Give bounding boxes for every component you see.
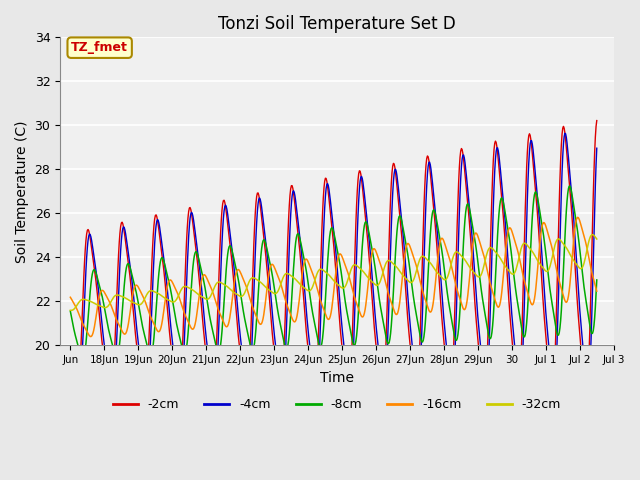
- -4cm: [561, 131, 569, 136]
- -2cm: [73, 397, 81, 403]
- Y-axis label: Soil Temperature (C): Soil Temperature (C): [15, 120, 29, 263]
- Title: Tonzi Soil Temperature Set D: Tonzi Soil Temperature Set D: [218, 15, 456, 33]
- -32cm: [312, 276, 319, 281]
- Line: -2cm: -2cm: [70, 120, 596, 400]
- -2cm: [458, 145, 465, 151]
- -8cm: [566, 183, 573, 189]
- X-axis label: Time: Time: [320, 371, 354, 384]
- -8cm: [67, 308, 74, 314]
- Line: -32cm: -32cm: [70, 235, 596, 311]
- -8cm: [141, 333, 148, 339]
- -16cm: [292, 318, 300, 324]
- -16cm: [312, 279, 319, 285]
- Line: -4cm: -4cm: [70, 133, 596, 395]
- -2cm: [292, 208, 300, 214]
- -2cm: [68, 375, 76, 381]
- Text: TZ_fmet: TZ_fmet: [71, 41, 128, 54]
- -4cm: [458, 164, 465, 169]
- -32cm: [458, 253, 465, 259]
- Legend: -2cm, -4cm, -8cm, -16cm, -32cm: -2cm, -4cm, -8cm, -16cm, -32cm: [108, 393, 566, 416]
- -4cm: [74, 392, 82, 398]
- -8cm: [68, 320, 76, 325]
- -32cm: [67, 307, 74, 313]
- -16cm: [87, 334, 95, 339]
- -2cm: [312, 390, 319, 396]
- -32cm: [141, 296, 148, 301]
- -4cm: [292, 198, 300, 204]
- -32cm: [69, 307, 77, 312]
- -16cm: [141, 298, 148, 303]
- -16cm: [574, 215, 582, 220]
- -2cm: [67, 360, 74, 365]
- -32cm: [593, 236, 600, 242]
- -16cm: [458, 301, 465, 307]
- -2cm: [141, 396, 148, 402]
- Line: -16cm: -16cm: [70, 217, 596, 336]
- -32cm: [292, 276, 300, 282]
- -16cm: [445, 253, 452, 259]
- -8cm: [593, 277, 600, 283]
- -16cm: [593, 288, 600, 294]
- -4cm: [68, 360, 76, 366]
- Line: -8cm: -8cm: [70, 186, 596, 359]
- -32cm: [589, 232, 596, 238]
- -4cm: [593, 145, 600, 151]
- -4cm: [67, 345, 74, 350]
- -2cm: [445, 388, 452, 394]
- -16cm: [68, 298, 76, 304]
- -4cm: [141, 387, 148, 393]
- -8cm: [458, 279, 465, 285]
- -32cm: [67, 308, 75, 313]
- -32cm: [445, 271, 452, 276]
- -4cm: [312, 388, 319, 394]
- -8cm: [312, 325, 319, 331]
- -8cm: [292, 240, 300, 245]
- -16cm: [67, 294, 74, 300]
- -4cm: [445, 366, 452, 372]
- -8cm: [79, 356, 86, 362]
- -2cm: [593, 118, 600, 123]
- -8cm: [445, 300, 452, 305]
